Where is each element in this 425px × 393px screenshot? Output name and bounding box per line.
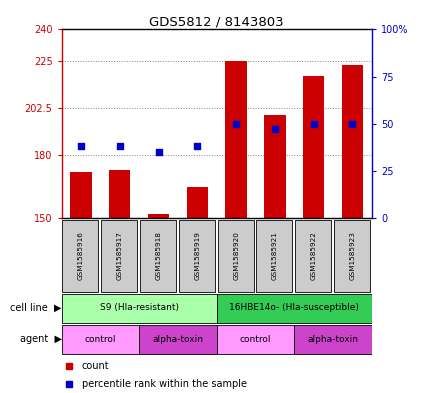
Text: GSM1585920: GSM1585920 — [233, 231, 239, 280]
Bar — [256, 220, 292, 292]
Point — [310, 121, 317, 127]
Text: GSM1585922: GSM1585922 — [311, 231, 317, 280]
Text: GSM1585921: GSM1585921 — [272, 231, 278, 280]
Point — [66, 363, 73, 369]
Text: alpha-toxin: alpha-toxin — [308, 335, 359, 344]
Bar — [139, 325, 217, 354]
Text: 16HBE14o- (Hla-susceptible): 16HBE14o- (Hla-susceptible) — [230, 303, 359, 312]
Point — [349, 121, 356, 127]
Bar — [62, 325, 139, 354]
Bar — [109, 170, 130, 218]
Bar — [303, 75, 324, 218]
Text: control: control — [240, 335, 271, 344]
Text: count: count — [82, 361, 109, 371]
Text: agent  ▶: agent ▶ — [20, 334, 62, 344]
Text: GSM1585917: GSM1585917 — [117, 231, 123, 280]
Bar — [295, 220, 331, 292]
Bar — [217, 294, 372, 323]
Bar — [71, 172, 92, 218]
Bar — [187, 187, 208, 218]
Text: GSM1585919: GSM1585919 — [194, 231, 200, 280]
Bar — [217, 325, 294, 354]
Text: alpha-toxin: alpha-toxin — [153, 335, 204, 344]
Point — [194, 143, 201, 150]
Bar — [62, 220, 99, 292]
Point — [272, 126, 278, 132]
Bar — [226, 61, 247, 218]
Bar — [148, 214, 169, 218]
Bar — [264, 116, 286, 218]
Bar — [140, 220, 176, 292]
Point — [116, 143, 123, 150]
Point — [155, 149, 162, 155]
Point — [233, 121, 240, 127]
Bar — [218, 220, 254, 292]
Bar — [101, 220, 137, 292]
Point — [66, 380, 73, 387]
Bar — [334, 220, 370, 292]
Bar — [294, 325, 372, 354]
Text: percentile rank within the sample: percentile rank within the sample — [82, 379, 247, 389]
Text: cell line  ▶: cell line ▶ — [10, 303, 62, 313]
Text: control: control — [85, 335, 116, 344]
Bar — [179, 220, 215, 292]
Text: S9 (Hla-resistant): S9 (Hla-resistant) — [100, 303, 178, 312]
Bar — [342, 65, 363, 218]
Text: GSM1585916: GSM1585916 — [78, 231, 84, 280]
Text: GSM1585923: GSM1585923 — [349, 231, 355, 280]
Bar — [62, 294, 217, 323]
Point — [78, 143, 85, 150]
Title: GDS5812 / 8143803: GDS5812 / 8143803 — [150, 15, 284, 28]
Text: GSM1585918: GSM1585918 — [156, 231, 162, 280]
